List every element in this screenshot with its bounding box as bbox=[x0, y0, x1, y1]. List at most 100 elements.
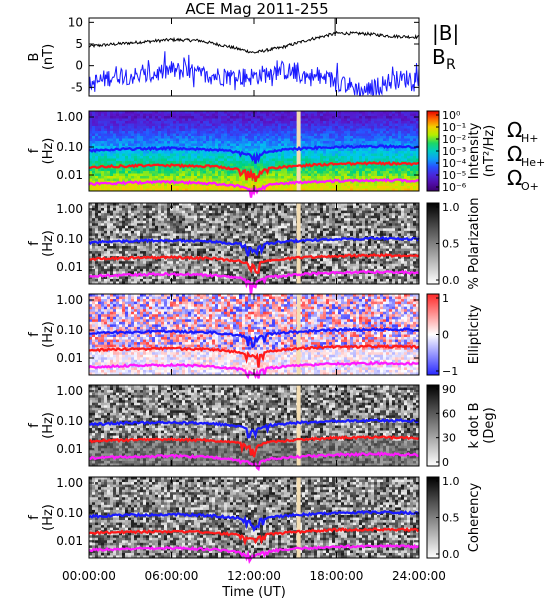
gyro-line-he bbox=[88, 160, 420, 183]
ytick-label: 1.00 bbox=[56, 110, 83, 124]
gyro-line-he bbox=[88, 527, 420, 546]
gyro-line-o bbox=[88, 269, 420, 296]
ytick-label: 5 bbox=[75, 37, 83, 51]
plot-area bbox=[89, 18, 419, 96]
data-gap bbox=[296, 203, 301, 284]
ytick-label: 1.00 bbox=[56, 202, 83, 216]
data-gap bbox=[296, 385, 301, 466]
colorbar-3: 1.0 0.5 0.0 % Polarization bbox=[426, 197, 482, 290]
colorbar-tick-label: 30 bbox=[442, 432, 456, 445]
colorbar-tick-label: 1 bbox=[442, 292, 449, 305]
figure-title: ACE Mag 2011-255 bbox=[185, 0, 328, 18]
colorbar-tick-label: 10⁻⁶ bbox=[442, 181, 467, 194]
panel-ylabel-main: f bbox=[27, 423, 42, 428]
colorbar-4: 1 0 −1 Ellipticity bbox=[426, 292, 482, 378]
gyro-line-h bbox=[88, 510, 420, 533]
colorbar-tick-label: 10⁻³ bbox=[442, 145, 466, 158]
colorbar-tick-label: 0.5 bbox=[442, 238, 460, 251]
legend-omega-sub: H+ bbox=[521, 132, 539, 145]
panel-frame bbox=[88, 384, 420, 467]
colorbar-tick-label: 10⁰ bbox=[442, 109, 461, 122]
ytick-label: 0.01 bbox=[56, 168, 83, 182]
panel-frame bbox=[88, 17, 420, 97]
xtick-label: 12:00:00 bbox=[227, 569, 281, 583]
panel-ylabel-unit: (Hz) bbox=[41, 504, 56, 531]
panel-ylabel-main: f bbox=[27, 148, 42, 153]
legend-omega-o: Ω bbox=[507, 166, 522, 190]
colorbar-tick-label: 0.5 bbox=[442, 512, 460, 525]
panel-ylabel-unit: (Hz) bbox=[41, 412, 56, 439]
panel-frame bbox=[88, 110, 420, 192]
colorbar-label: Coherency bbox=[467, 482, 482, 552]
ytick-label: 0.10 bbox=[56, 323, 83, 337]
panel-ylabel-unit: (Hz) bbox=[41, 230, 56, 257]
ytick-label: 10 bbox=[68, 15, 83, 29]
ytick-label: 0.01 bbox=[56, 534, 83, 548]
gyro-line-he bbox=[88, 344, 420, 368]
colorbar-tick-label: 90 bbox=[442, 383, 456, 396]
colorbar-tick-label: 0.0 bbox=[442, 274, 460, 287]
panel-6: f (Hz)1.00 0.10 0.01 1.0 0.5 0.0 Coherency bbox=[27, 475, 482, 565]
panel-ylabel-main: f bbox=[27, 332, 42, 337]
colorbar-tick-label: 10⁻⁴ bbox=[442, 157, 467, 170]
legend-omega-he: Ω bbox=[507, 142, 522, 166]
ytick-label: 1.00 bbox=[56, 384, 83, 398]
colorbar-tick-label: 0 bbox=[442, 329, 449, 342]
colorbar-5: 90 60 30 0 k dot B (Deg) bbox=[426, 383, 497, 469]
panel-ylabel-unit: (nT) bbox=[41, 44, 56, 70]
gyro-line-h bbox=[88, 235, 420, 257]
legend-omega-sub: O+ bbox=[521, 180, 539, 193]
legend-omega-h: Ω bbox=[507, 118, 522, 142]
xtick-label: 18:00:00 bbox=[310, 569, 364, 583]
ytick-label: 0.10 bbox=[56, 506, 83, 520]
xtick-label: 00:00:00 bbox=[62, 569, 116, 583]
data-gap bbox=[296, 111, 301, 191]
legend-br-sub: R bbox=[446, 57, 456, 73]
panel-2: f (Hz)1.00 0.10 0.01 10⁰10⁻¹10⁻²10⁻³10⁻⁴10⁻⁵… bbox=[27, 109, 545, 198]
ytick-label: 0.10 bbox=[56, 414, 83, 428]
data-gap bbox=[296, 294, 301, 375]
colorbar-tick-label: 60 bbox=[442, 407, 456, 420]
xtick-label: 06:00:00 bbox=[145, 569, 199, 583]
gyro-line-he bbox=[88, 252, 420, 274]
panel-frame bbox=[88, 293, 420, 376]
legend-bmag: |B| bbox=[432, 21, 459, 45]
colorbar-tick-label: 10⁻⁵ bbox=[442, 169, 466, 182]
legend-omega-sub: He+ bbox=[521, 156, 545, 169]
colorbar-tick-label: 1.0 bbox=[442, 201, 460, 214]
ytick-label: 0 bbox=[75, 59, 83, 73]
panel-4: f (Hz)1.00 0.10 0.01 1 0 −1 Ellipticity bbox=[27, 292, 482, 380]
ytick-label: 1.00 bbox=[56, 293, 83, 307]
x-axis-label: Time (UT) bbox=[221, 585, 286, 600]
ytick-label: 0.01 bbox=[56, 442, 83, 456]
ytick-label: 0.10 bbox=[56, 140, 83, 154]
gyro-line-h bbox=[88, 418, 420, 440]
colorbar-6: 1.0 0.5 0.0 Coherency bbox=[426, 475, 482, 561]
panel-frame bbox=[88, 476, 420, 559]
gyro-line-h bbox=[88, 327, 420, 349]
colorbar-unit: (Deg) bbox=[482, 407, 497, 443]
gyro-line-h bbox=[88, 144, 420, 164]
colorbar-label: k dot B bbox=[467, 402, 482, 448]
ytick-label: -5 bbox=[71, 80, 83, 94]
ytick-label: 0.01 bbox=[56, 351, 83, 365]
colorbar-label: % Polarization bbox=[467, 197, 482, 289]
heatmap-3 bbox=[89, 203, 420, 285]
panel-ylabel-main: f bbox=[27, 241, 42, 246]
panel-frame bbox=[88, 202, 420, 285]
colorbar-tick-label: 0.0 bbox=[442, 548, 460, 561]
ytick-label: 0.10 bbox=[56, 232, 83, 246]
xtick-label: 24:00:00 bbox=[392, 569, 446, 583]
series-line-br bbox=[88, 51, 420, 97]
colorbar-tick-label: −1 bbox=[442, 365, 458, 378]
gyro-line-he bbox=[88, 435, 420, 458]
ytick-label: 1.00 bbox=[56, 476, 83, 490]
ytick-label: 0.01 bbox=[56, 260, 83, 274]
data-gap bbox=[296, 477, 301, 558]
colorbar-tick-label: 10⁻¹ bbox=[442, 121, 466, 134]
colorbar-tick-label: 0 bbox=[442, 456, 449, 469]
colorbar-label: Intensity bbox=[467, 122, 482, 179]
gyro-line-o bbox=[88, 177, 420, 198]
